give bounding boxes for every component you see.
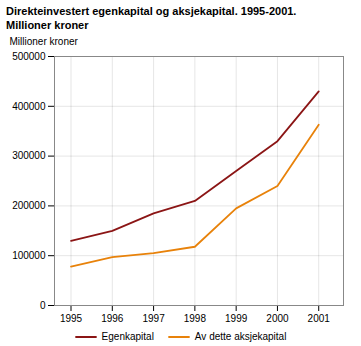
svg-text:1999: 1999 — [225, 313, 248, 324]
svg-text:100000: 100000 — [12, 250, 46, 261]
svg-text:0: 0 — [40, 300, 46, 311]
html-text:Egenkapital: Egenkapital — [101, 331, 154, 342]
html-text:Direkteinvestert egenkapital o: Direkteinvestert egenkapital og aksjekap… — [6, 5, 297, 17]
svg-text:2001: 2001 — [308, 313, 331, 324]
svg-text:500000: 500000 — [12, 51, 46, 62]
svg-text:300000: 300000 — [12, 150, 46, 161]
svg-text:1996: 1996 — [101, 313, 124, 324]
svg-text:1997: 1997 — [142, 313, 165, 324]
svg-text:2000: 2000 — [266, 313, 289, 324]
html-text:Av dette aksjekapital: Av dette aksjekapital — [194, 331, 287, 342]
svg-text:200000: 200000 — [12, 200, 46, 211]
svg-text:Millioner kroner: Millioner kroner — [10, 36, 79, 47]
svg-text:1995: 1995 — [60, 313, 83, 324]
svg-text:1998: 1998 — [184, 313, 207, 324]
html-text:Millioner kroner: Millioner kroner — [6, 19, 89, 31]
svg-text:400000: 400000 — [12, 101, 46, 112]
